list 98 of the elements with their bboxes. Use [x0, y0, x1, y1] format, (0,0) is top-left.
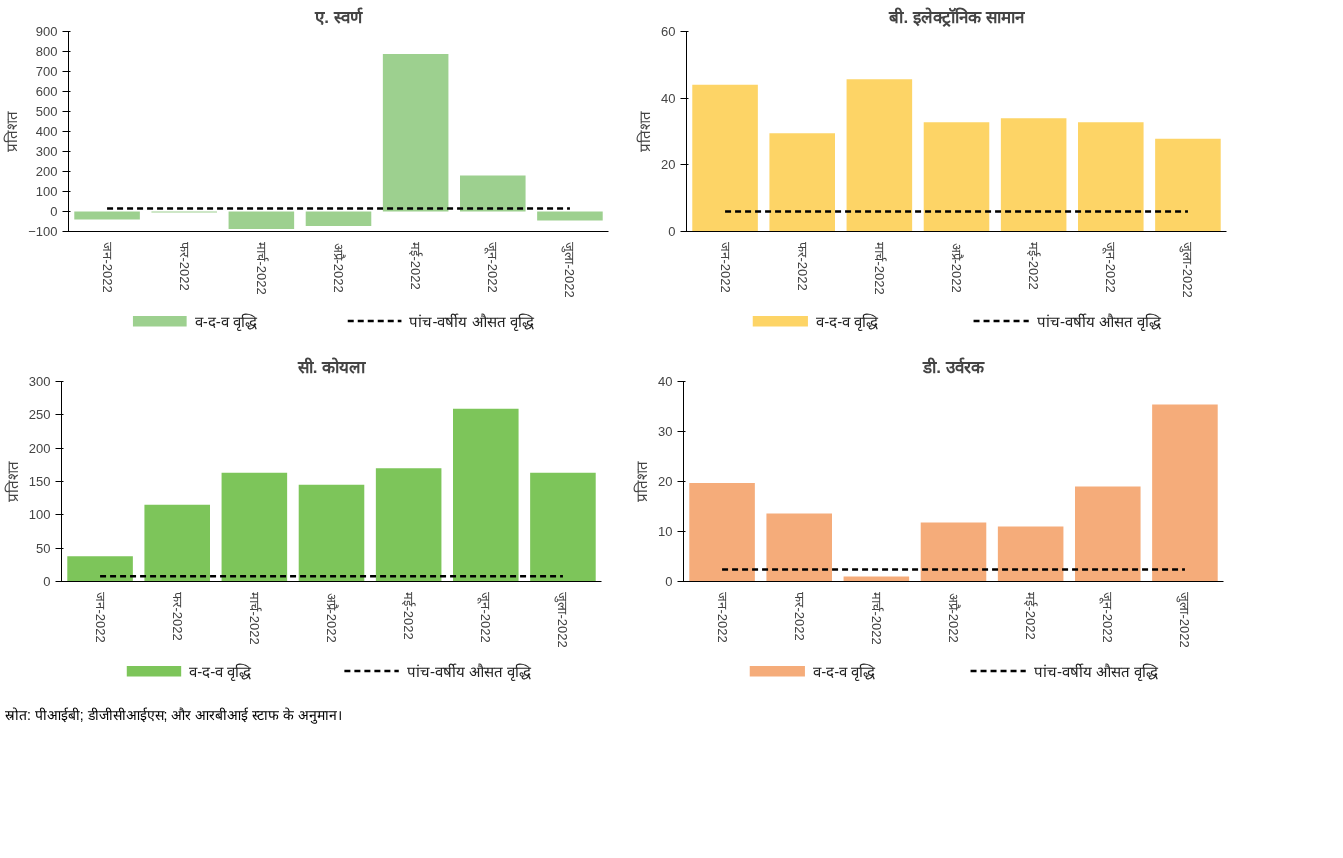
- bar: [144, 504, 210, 582]
- bar: [923, 122, 990, 232]
- y-tick-label: 300: [35, 144, 58, 159]
- x-tick-label: अप्रै-2022: [946, 592, 961, 643]
- y-axis-title: प्रतिशत: [3, 111, 21, 152]
- y-tick-label: 60: [661, 24, 676, 39]
- bar: [228, 211, 295, 230]
- y-tick-label: 50: [36, 540, 51, 556]
- bar: [1155, 138, 1221, 232]
- x-tick-label: जून-2022: [1099, 592, 1116, 643]
- y-tick-label: 400: [35, 124, 58, 139]
- y-tick-label: 800: [35, 44, 58, 59]
- x-tick-label: मार्च-2022: [868, 592, 884, 645]
- legend-label: पांच-वर्षीय औसत वृद्धि: [406, 662, 533, 682]
- y-tick-label: 0: [43, 574, 51, 589]
- y-tick-label: 250: [28, 407, 51, 423]
- y-tick-label: 600: [35, 84, 58, 99]
- y-tick-label: 20: [661, 157, 676, 173]
- legend-label: व-द-व वृद्धि: [816, 312, 880, 332]
- y-tick-label: 200: [35, 164, 58, 179]
- bar: [221, 472, 288, 582]
- bar: [766, 513, 832, 582]
- bar: [74, 211, 140, 220]
- x-tick-label: मई-2022: [408, 242, 424, 290]
- x-tick-label: मई-2022: [1023, 592, 1039, 640]
- y-tick-label: 100: [35, 184, 58, 199]
- x-tick-label: जुला-2022: [1176, 592, 1193, 648]
- legend-label: व-द-व वृद्धि: [813, 662, 877, 682]
- legend-label: पांच-वर्षीय औसत वृद्धि: [409, 312, 535, 332]
- y-tick-label: 40: [658, 374, 673, 389]
- x-tick-label: जुला-2022: [554, 592, 571, 648]
- x-tick-label: फर-2022: [169, 592, 185, 641]
- y-axis-title: प्रतिशत: [633, 461, 651, 502]
- y-tick-label: 0: [668, 224, 676, 239]
- x-tick-label: मार्च-2022: [871, 242, 887, 295]
- bar: [375, 468, 442, 582]
- bar: [453, 408, 519, 582]
- chart-title: सी. कोयला: [296, 356, 367, 377]
- bar: [460, 175, 526, 212]
- x-tick-label: जन-2022: [717, 242, 733, 293]
- y-tick-label: 0: [665, 574, 673, 589]
- y-tick-label: 40: [661, 90, 676, 106]
- x-tick-label: मई-2022: [1026, 242, 1042, 290]
- bar: [305, 211, 372, 226]
- y-axis-title: प्रतिशत: [636, 111, 654, 152]
- x-tick-label: फर-2022: [791, 592, 807, 641]
- x-tick-label: मार्च-2022: [246, 592, 262, 645]
- y-tick-label: 900: [35, 24, 58, 39]
- x-tick-label: मार्च-2022: [253, 242, 269, 295]
- bar: [689, 483, 755, 582]
- bar: [67, 556, 133, 582]
- chart-title: ए. स्वर्ण: [314, 6, 363, 27]
- y-tick-label: 200: [28, 440, 51, 456]
- legend-label: व-द-व वृद्धि: [189, 662, 253, 682]
- x-tick-label: फर-2022: [176, 242, 192, 291]
- y-tick-label: 20: [658, 474, 673, 489]
- bar: [846, 79, 913, 232]
- y-tick-label: 150: [28, 474, 51, 489]
- bar: [530, 472, 596, 582]
- x-tick-label: जन-2022: [99, 242, 115, 293]
- bar: [1075, 486, 1141, 582]
- legend-label: पांच-वर्षीय औसत वृद्धि: [1034, 662, 1160, 682]
- bar: [1078, 122, 1144, 232]
- y-tick-label: 10: [658, 524, 673, 539]
- bar: [1152, 404, 1218, 582]
- x-tick-label: फर-2022: [794, 242, 810, 291]
- y-tick-label: 0: [50, 204, 58, 219]
- bar: [692, 84, 758, 232]
- y-tick-label: 30: [658, 424, 673, 439]
- x-tick-label: जन-2022: [714, 592, 730, 643]
- legend-label: व-द-व वृद्धि: [194, 312, 258, 332]
- bar: [537, 211, 603, 221]
- x-tick-label: मई-2022: [401, 592, 417, 640]
- x-tick-label: जून-2022: [477, 592, 494, 643]
- chart-title: बी. इलेक्ट्रॉनिक सामान: [888, 6, 1025, 27]
- x-tick-label: अप्रै-2022: [949, 242, 964, 293]
- bar: [1000, 118, 1067, 232]
- x-tick-label: जन-2022: [92, 592, 108, 643]
- y-tick-label: 500: [35, 104, 58, 119]
- bar: [997, 526, 1064, 582]
- y-tick-label: 100: [28, 507, 51, 523]
- x-tick-label: अप्रै-2022: [331, 242, 346, 293]
- x-tick-label: जुला-2022: [561, 242, 578, 298]
- x-tick-label: जुला-2022: [1179, 242, 1196, 298]
- x-tick-label: जून-2022: [484, 242, 501, 293]
- legend-label: पांच-वर्षीय औसत वृद्धि: [1037, 312, 1163, 332]
- bar: [382, 53, 449, 212]
- x-tick-label: अप्रै-2022: [324, 592, 339, 643]
- y-tick-label: 700: [35, 64, 58, 79]
- chart-title: डी. उर्वरक: [922, 356, 985, 377]
- bar: [298, 484, 365, 582]
- y-tick-label: −100: [28, 224, 58, 239]
- y-tick-label: 300: [28, 374, 51, 389]
- text: स्रोत: पीआईबी; डीजीसीआईएस; और आरबीआई स्टाफ के अनुमान।: [5, 706, 342, 725]
- bar: [769, 133, 835, 232]
- y-axis-title: प्रतिशत: [3, 461, 21, 502]
- bar: [920, 522, 987, 582]
- x-tick-label: जून-2022: [1102, 242, 1119, 293]
